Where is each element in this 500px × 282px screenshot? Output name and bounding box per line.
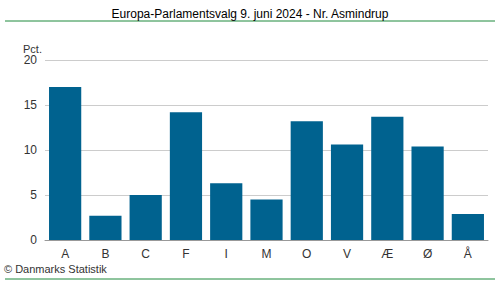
svg-text:O: O: [302, 247, 311, 261]
svg-text:© Danmarks Statistik: © Danmarks Statistik: [4, 263, 107, 275]
svg-text:I: I: [225, 247, 228, 261]
svg-text:A: A: [61, 247, 69, 261]
svg-text:V: V: [343, 247, 351, 261]
svg-text:F: F: [182, 247, 189, 261]
svg-text:5: 5: [30, 188, 37, 202]
svg-text:Ø: Ø: [423, 247, 432, 261]
svg-text:Å: Å: [464, 246, 472, 261]
svg-text:M: M: [262, 247, 272, 261]
svg-text:Æ: Æ: [381, 247, 393, 261]
svg-text:10: 10: [24, 143, 38, 157]
svg-text:C: C: [141, 247, 150, 261]
svg-text:0: 0: [30, 233, 37, 247]
svg-text:B: B: [101, 247, 109, 261]
svg-text:20: 20: [24, 53, 38, 67]
svg-text:15: 15: [24, 98, 38, 112]
svg-text:Europa-Parlamentsvalg 9. juni: Europa-Parlamentsvalg 9. juni 2024 - Nr.…: [112, 7, 389, 21]
svg-text:Pct.: Pct.: [23, 42, 42, 55]
